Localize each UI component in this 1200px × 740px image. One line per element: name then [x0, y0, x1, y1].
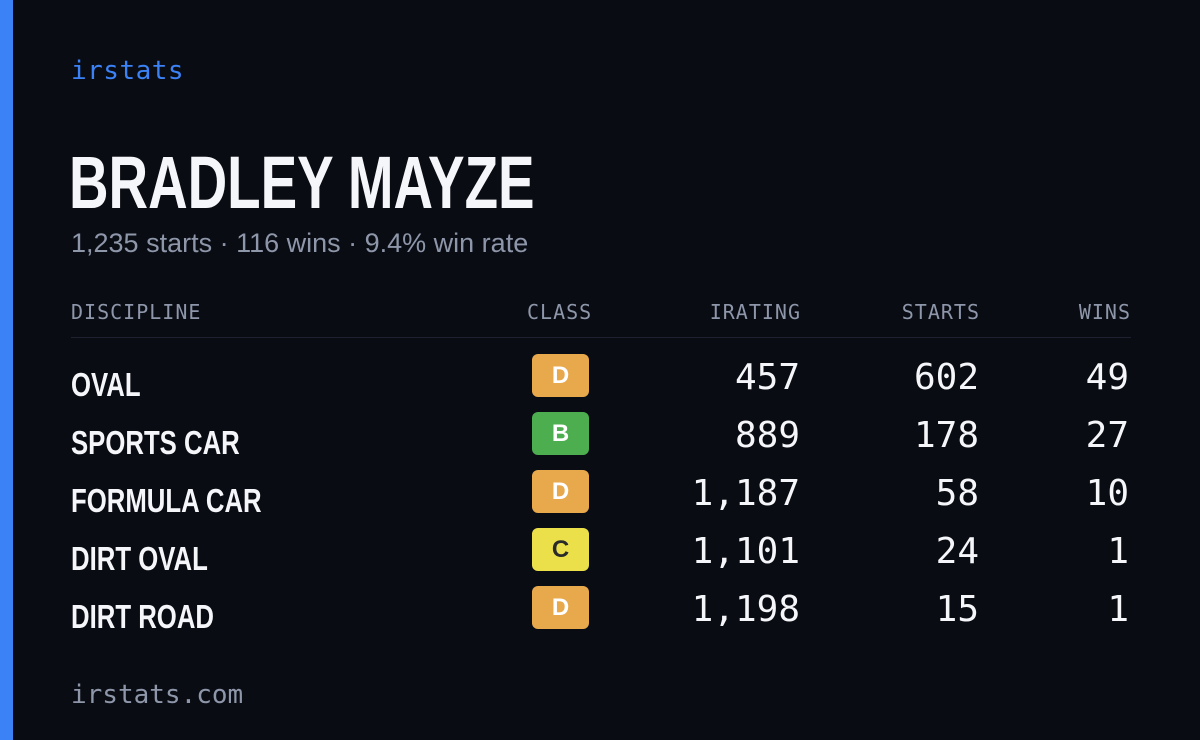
starts-value: 15	[935, 589, 979, 630]
class-badge: D	[532, 470, 589, 513]
header-class: CLASS	[527, 300, 593, 324]
discipline-name: SPORTS CAR	[71, 424, 240, 461]
irating-value: 1,187	[691, 473, 800, 514]
player-summary: 1,235 starts · 116 wins · 9.4% win rate	[71, 228, 529, 258]
header-starts: STARTS	[901, 300, 980, 324]
table-row: OVAL D 457 602 49	[71, 354, 1131, 412]
class-badge: B	[532, 412, 589, 455]
table-row: SPORTS CAR B 889 178 27	[71, 412, 1131, 470]
discipline-name: FORMULA CAR	[71, 482, 262, 519]
irating-value: 1,198	[691, 589, 800, 630]
wins-value: 27	[1085, 415, 1129, 456]
table-row: DIRT OVAL C 1,101 24 1	[71, 528, 1131, 586]
irating-value: 889	[734, 415, 800, 456]
irating-value: 457	[734, 357, 800, 398]
accent-bar	[0, 0, 13, 740]
table-row: DIRT ROAD D 1,198 15 1	[71, 586, 1131, 644]
class-badge: D	[532, 354, 589, 397]
discipline-name: DIRT OVAL	[71, 540, 208, 577]
irating-value: 1,101	[691, 531, 800, 572]
player-name: BRADLEY MAYZE	[69, 141, 535, 224]
class-badge: C	[532, 528, 589, 571]
header-wins: WINS	[1078, 300, 1131, 324]
starts-value: 24	[935, 531, 979, 572]
class-badge: D	[532, 586, 589, 629]
wins-value: 1	[1107, 589, 1129, 630]
wins-value: 49	[1085, 357, 1129, 398]
discipline-name: DIRT ROAD	[71, 598, 214, 635]
brand-logo-text: irstats	[71, 56, 185, 86]
wins-value: 1	[1107, 531, 1129, 572]
starts-value: 178	[913, 415, 979, 456]
table-header: DISCIPLINE CLASS IRATING STARTS WINS	[71, 300, 1131, 338]
table-row: FORMULA CAR D 1,187 58 10	[71, 470, 1131, 528]
discipline-name: OVAL	[71, 366, 141, 403]
starts-value: 602	[913, 357, 979, 398]
footer-url: irstats.com	[71, 680, 244, 710]
table-body: OVAL D 457 602 49 SPORTS CAR B 889 178 2…	[71, 354, 1131, 644]
header-irating: IRATING	[709, 300, 801, 324]
wins-value: 10	[1085, 473, 1129, 514]
starts-value: 58	[935, 473, 979, 514]
header-discipline: DISCIPLINE	[71, 300, 202, 324]
